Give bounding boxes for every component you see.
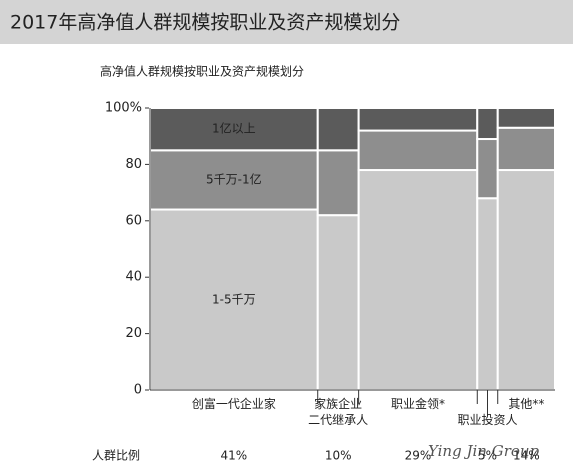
segment — [476, 197, 499, 391]
y-tick-label: 0 — [134, 383, 142, 398]
header-bar — [0, 0, 573, 44]
share-label: 5% — [478, 449, 497, 463]
segment — [316, 149, 360, 217]
segment-label: 1亿以上 — [212, 121, 256, 136]
watermark: Ying Jin Group — [428, 442, 540, 460]
segment — [357, 169, 479, 391]
x-tick-label: 职业金领* — [390, 397, 445, 411]
y-tick-label: 60 — [125, 213, 142, 228]
share-label: 29% — [405, 449, 432, 463]
segment — [357, 107, 479, 132]
segment — [496, 126, 556, 172]
segment — [357, 129, 479, 172]
y-tick-label: 20 — [125, 326, 142, 341]
segment-label: 1-5千万 — [212, 292, 256, 306]
y-tick-label: 40 — [125, 270, 142, 285]
y-tick-label: 100% — [105, 101, 142, 116]
chart-title: 2017年高净值人群规模按职业及资产规模划分 — [10, 12, 400, 34]
share-label: 41% — [221, 449, 248, 463]
segment — [476, 138, 499, 200]
segment — [316, 107, 360, 152]
chart-subtitle: 高净值人群规模按职业及资产规模划分 — [100, 64, 304, 79]
segment — [476, 107, 499, 141]
x-tick-label: 其他** — [508, 397, 545, 411]
segment — [496, 169, 556, 391]
share-label: 10% — [325, 449, 352, 463]
segment — [496, 107, 556, 129]
y-tick-label: 80 — [125, 157, 142, 172]
share-label: 14% — [513, 449, 540, 463]
share-title: 人群比例 — [92, 449, 140, 463]
segment-label: 5千万-1亿 — [206, 171, 262, 186]
x-tick-label: 职业投资人 — [457, 413, 518, 427]
segment — [316, 214, 360, 391]
x-tick-label: 家族企业 二代继承人 — [308, 397, 369, 427]
x-tick-label: 创富一代企业家 — [191, 397, 276, 411]
